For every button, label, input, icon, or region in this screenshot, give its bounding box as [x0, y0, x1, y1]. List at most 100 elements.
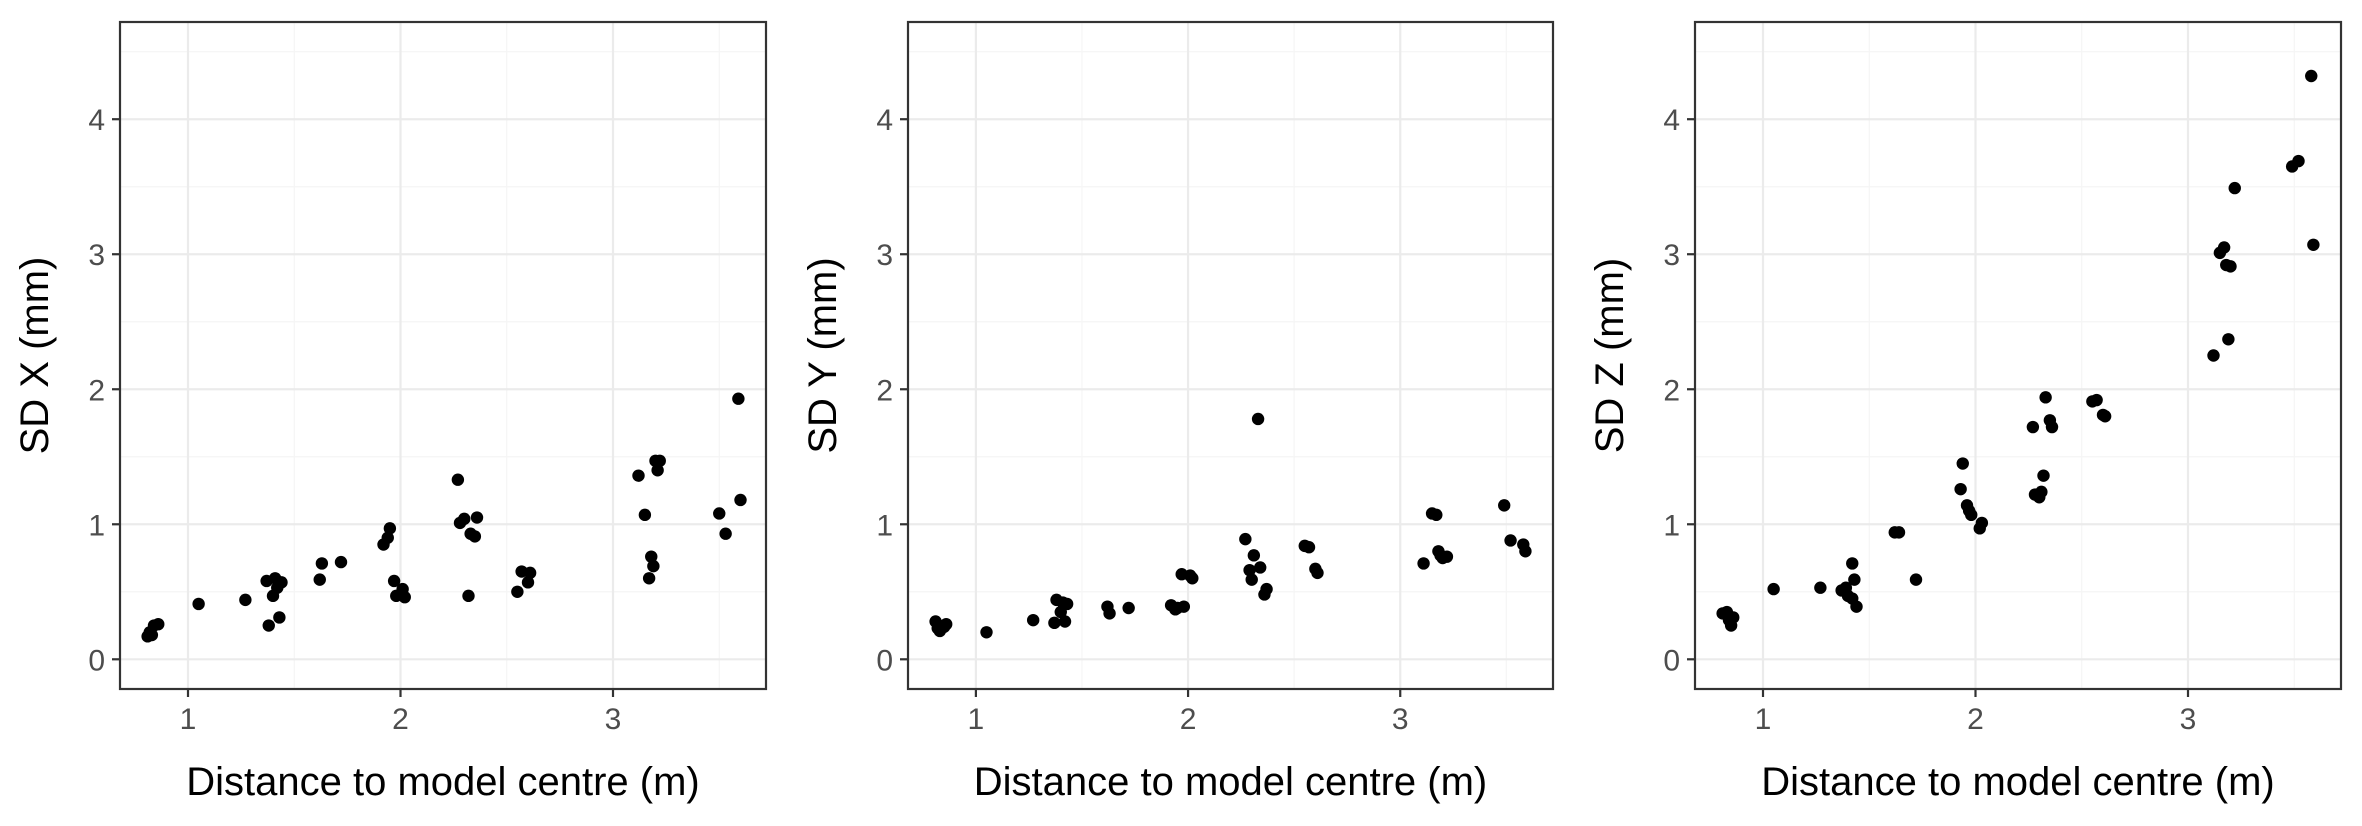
x-tick-label: 1	[180, 703, 197, 736]
data-point	[638, 508, 652, 522]
x-axis-title: Distance to model centre (m)	[186, 760, 700, 804]
data-point	[2228, 181, 2241, 195]
x-tick-label: 1	[968, 703, 985, 736]
data-point	[2305, 69, 2318, 83]
data-point	[1504, 534, 1517, 547]
data-point	[451, 473, 465, 486]
data-point	[521, 576, 535, 589]
y-tick-label: 0	[876, 644, 893, 677]
y-tick-label: 2	[88, 374, 105, 407]
panel-border	[118, 20, 768, 691]
y-tick-label: 4	[88, 104, 105, 137]
data-point	[1498, 499, 1511, 512]
y-tick-label: 4	[1663, 104, 1680, 137]
data-point	[2098, 410, 2112, 423]
x-tick-label: 1	[1755, 703, 1772, 736]
data-point	[2026, 420, 2040, 434]
data-point	[383, 522, 397, 535]
data-point	[645, 550, 658, 563]
data-point	[1727, 611, 1740, 624]
y-tick-label: 4	[876, 104, 893, 137]
data-point	[2037, 469, 2050, 482]
data-point	[1909, 573, 1923, 586]
y-tick-label: 3	[88, 239, 105, 272]
panel-border	[906, 20, 1555, 691]
data-point	[713, 507, 726, 520]
x-axis-title: Distance to model centre (m)	[974, 760, 1488, 804]
y-tick-label: 1	[1663, 509, 1680, 542]
x-tick-label: 2	[392, 703, 409, 736]
data-point	[334, 555, 348, 569]
data-point	[273, 611, 286, 624]
data-point	[2090, 393, 2103, 407]
data-point	[1056, 596, 1070, 609]
data-point	[2307, 238, 2320, 251]
y-tick-label: 1	[88, 509, 105, 542]
data-point	[1183, 569, 1197, 582]
data-point	[1954, 482, 1967, 496]
data-point	[1846, 557, 1859, 570]
data-point	[980, 626, 993, 639]
panel-border	[1693, 20, 2343, 691]
data-point	[1245, 573, 1258, 586]
data-point	[1430, 508, 1443, 522]
data-point	[152, 617, 165, 631]
data-point	[381, 531, 394, 544]
panel-1: 1 2 3 0 1 2 3 4 Distance to model centre (m) SD X…	[13, 20, 768, 804]
y-axis-title: SD Z (mm)	[1588, 258, 1632, 454]
data-point	[523, 566, 537, 580]
data-point	[315, 557, 329, 570]
data-point	[239, 593, 252, 607]
data-point	[647, 559, 660, 573]
data-point	[271, 581, 284, 594]
data-point	[719, 527, 732, 540]
data-point	[1026, 613, 1040, 627]
data-point	[2224, 260, 2237, 273]
data-point	[1965, 508, 1978, 522]
data-point	[632, 469, 645, 482]
data-point	[1311, 566, 1324, 580]
y-tick-label: 2	[1663, 374, 1680, 407]
data-point	[1177, 600, 1191, 613]
data-point	[387, 574, 401, 588]
y-tick-label: 0	[1663, 644, 1680, 677]
data-point	[1814, 581, 1827, 594]
data-point	[1892, 526, 1906, 539]
data-point	[1048, 616, 1061, 630]
data-point	[1848, 573, 1861, 586]
y-tick-label: 2	[876, 374, 893, 407]
data-point	[458, 512, 471, 526]
data-point	[1251, 412, 1265, 426]
data-point	[1302, 541, 1316, 554]
data-point	[1417, 557, 1430, 570]
data-point	[1440, 550, 1454, 563]
data-point	[1956, 457, 1969, 470]
data-point	[470, 511, 484, 524]
x-tick-label: 3	[605, 703, 622, 736]
x-axis-title: Distance to model centre (m)	[1761, 760, 2275, 804]
data-point	[462, 589, 475, 603]
data-point	[1058, 615, 1072, 628]
data-point	[1247, 549, 1261, 562]
panel-2: 1 2 3 0 1 2 3 4 Distance to model centre (m) SD Y…	[801, 20, 1555, 804]
y-axis-title: SD Y (mm)	[801, 257, 845, 453]
data-point	[2207, 349, 2220, 362]
data-point	[398, 590, 411, 604]
data-point	[2222, 333, 2235, 346]
data-point	[2045, 420, 2059, 434]
data-point	[192, 597, 205, 611]
y-tick-label: 1	[876, 509, 893, 542]
data-point	[145, 628, 159, 642]
y-tick-label: 0	[88, 644, 105, 677]
data-point	[2035, 485, 2048, 499]
data-point	[642, 572, 656, 585]
data-point	[468, 530, 482, 543]
data-point	[1239, 532, 1252, 546]
data-point	[262, 619, 275, 632]
data-point	[2217, 241, 2231, 254]
data-point	[1243, 563, 1256, 577]
x-tick-label: 2	[1967, 703, 1984, 736]
x-tick-label: 3	[1392, 703, 1409, 736]
panel-3: 1 2 3 0 1 2 3 4 Distance to model centre (m) SD Z…	[1588, 20, 2343, 804]
